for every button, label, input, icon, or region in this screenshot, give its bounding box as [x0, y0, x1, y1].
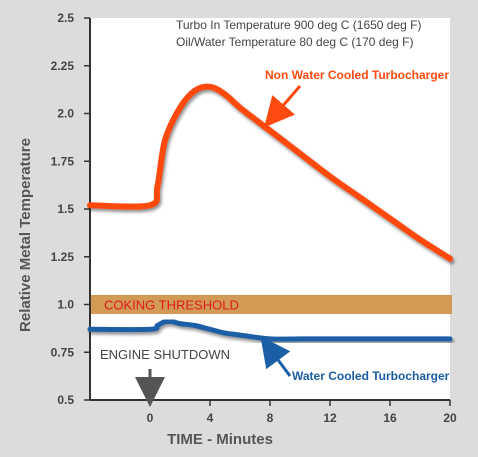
x-tick-label: 16 — [383, 411, 397, 425]
x-tick-label: 4 — [207, 411, 214, 425]
y-axis-title: Relative Metal Temperature — [17, 138, 34, 332]
non-water-cooled-series-line — [87, 83, 453, 262]
water-cooled-pointer-arrow — [260, 336, 292, 377]
x-axis-title: TIME - Minutes — [167, 431, 273, 448]
x-tick-label: 20 — [443, 411, 457, 425]
water-cooled-series-label: Water Cooled Turbocharger — [292, 369, 450, 383]
y-tick-label: 0.5 — [57, 393, 74, 407]
y-tick-label: 1.75 — [51, 154, 75, 168]
axes-layer: 0.5 0.75 1.0 1.25 1.5 1.75 2.0 2.25 2.5 0 4 8 12 16 20 — [51, 11, 457, 425]
coking-threshold-label: COKING THRESHOLD — [104, 298, 239, 313]
labels-layer: COKING THRESHOLD Non Water Cooled Turboch… — [100, 68, 450, 407]
y-tick-label: 1.25 — [51, 250, 75, 264]
series-layer — [87, 83, 453, 342]
y-tick-label: 2.25 — [51, 59, 75, 73]
y-tick-label: 2.5 — [57, 11, 74, 25]
y-tick-label: 1.0 — [57, 298, 74, 312]
coking-threshold-band — [90, 294, 452, 315]
water-cooled-series-line — [87, 318, 453, 342]
annotation-turbo-temp: Turbo In Temperature 900 deg C (1650 deg… — [176, 18, 421, 32]
y-tick-label: 0.75 — [51, 345, 75, 359]
x-tick-label: 8 — [267, 411, 274, 425]
annotation-oil-temp: Oil/Water Temperature 80 deg C (170 deg … — [176, 35, 413, 49]
y-tick-label: 1.5 — [57, 202, 74, 216]
non-water-cooled-pointer-arrow — [264, 85, 302, 128]
non-water-cooled-series-label: Non Water Cooled Turbocharger — [265, 68, 449, 82]
x-tick-label: 12 — [323, 411, 337, 425]
y-tick-label: 2.0 — [57, 107, 74, 121]
bands-layer — [90, 294, 452, 315]
x-tick-label: 0 — [147, 411, 154, 425]
engine-shutdown-label: ENGINE SHUTDOWN — [100, 347, 230, 362]
